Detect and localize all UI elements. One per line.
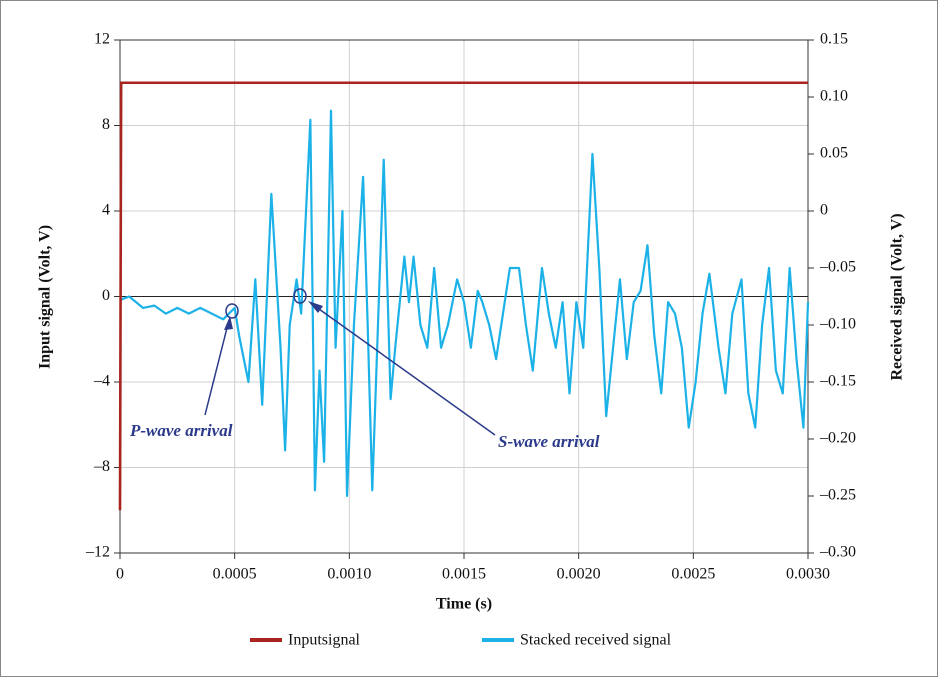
legend-item: Stacked received signal <box>482 632 672 649</box>
x-tick-label: 0 <box>116 566 124 583</box>
y-tick-label: 4 <box>102 202 110 219</box>
x-tick-label: 0.0005 <box>213 566 257 583</box>
x-tick-label: 0.0025 <box>671 566 715 583</box>
y-tick-label: 12 <box>94 31 110 48</box>
y2-tick-label: 0 <box>820 202 828 219</box>
y2-tick-label: –0.05 <box>819 259 856 276</box>
annotations: P-wave arrival S-wave arrival <box>129 288 600 451</box>
x-tick-label: 0.0010 <box>327 566 371 583</box>
annotation: P-wave arrival <box>129 421 233 440</box>
p-marker <box>225 303 239 319</box>
y2-axis-label: Received signal (Volt, V) <box>889 213 906 380</box>
s-arrow <box>311 303 496 436</box>
y-axis-label: Input signal (Volt, V) <box>37 225 54 369</box>
y2-tick-label: 0.15 <box>820 31 848 48</box>
series-line <box>118 81 808 511</box>
p-arrowhead <box>224 316 233 330</box>
s-marker <box>293 288 307 304</box>
y2-tick-label: 0.05 <box>820 145 848 162</box>
legend-label: Stacked received signal <box>520 632 672 649</box>
y-tick-label: –8 <box>93 458 110 475</box>
y2-tick-label: 0.10 <box>820 88 848 105</box>
x-tick-label: 0.0015 <box>442 566 486 583</box>
y2-tick-label: –0.20 <box>819 430 856 447</box>
y2-tick-label: –0.25 <box>819 487 856 504</box>
y2-tick-label: –0.10 <box>819 316 856 333</box>
s-arrowhead <box>308 301 323 313</box>
y-tick-label: 8 <box>102 116 110 133</box>
x-tick-label: 0.0020 <box>557 566 601 583</box>
y-tick-label: 0 <box>102 287 110 304</box>
y-tick-label: –4 <box>93 373 110 390</box>
x-tick-label: 0.0030 <box>786 566 830 583</box>
series-line <box>119 109 810 498</box>
annotation: S-wave arrival <box>498 432 600 451</box>
y-tick-label: –12 <box>85 544 110 561</box>
x-axis-label: Time (s) <box>436 596 492 613</box>
legend-label: Inputsignal <box>288 632 361 649</box>
y2-tick-label: –0.30 <box>819 544 856 561</box>
p-arrow <box>204 319 230 416</box>
legend-item: Inputsignal <box>250 632 361 649</box>
y2-tick-label: –0.15 <box>819 373 856 390</box>
